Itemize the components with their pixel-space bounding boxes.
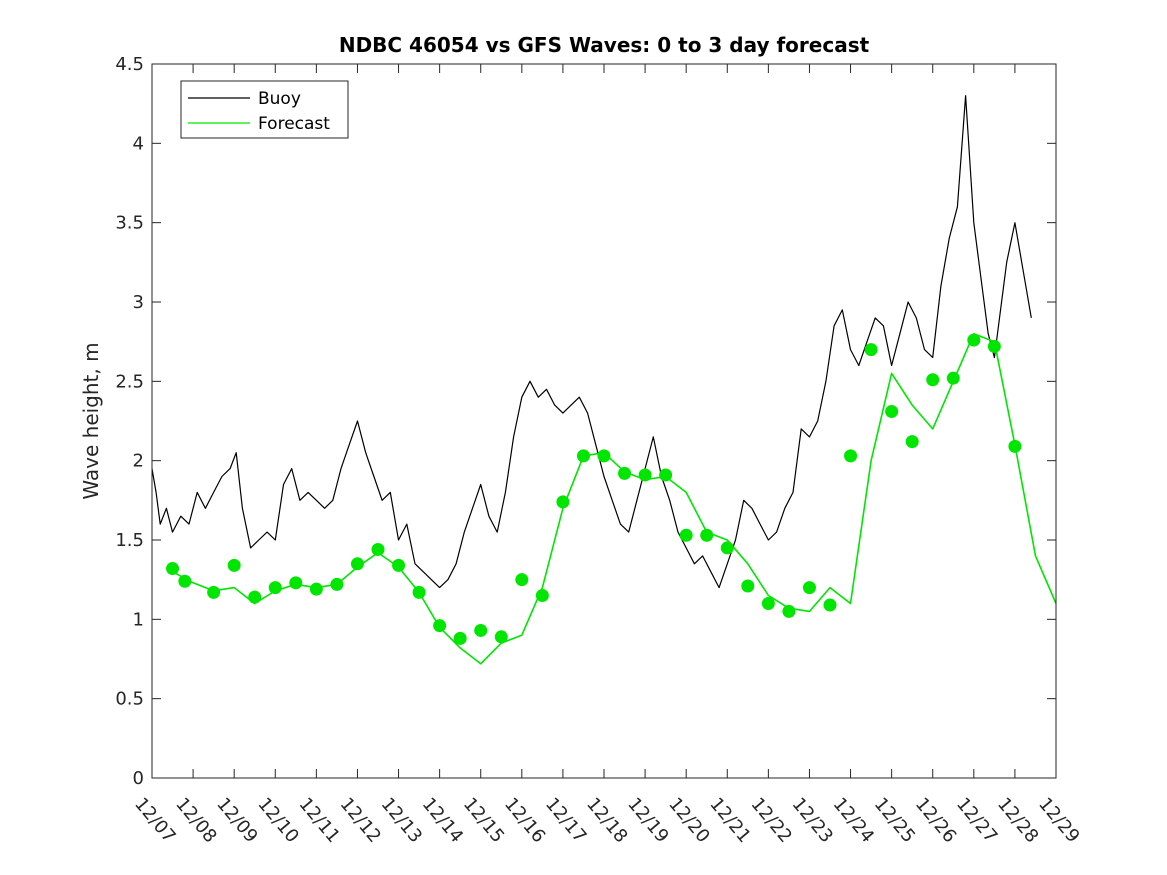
y-tick-label: 4.5 (115, 54, 144, 75)
forecast-marker (350, 557, 364, 571)
y-tick-label: 2.5 (115, 371, 144, 392)
forecast-marker (474, 623, 488, 637)
forecast-marker (926, 373, 940, 387)
y-tick-label: 1 (133, 609, 144, 630)
forecast-marker (967, 333, 981, 347)
y-tick-label: 2 (133, 451, 144, 472)
legend-buoy-label: Buoy (258, 89, 301, 109)
y-tick-label: 3 (133, 292, 144, 313)
forecast-marker (227, 558, 241, 572)
forecast-marker (946, 371, 960, 385)
legend-box (180, 80, 349, 139)
forecast-marker (1008, 439, 1022, 453)
forecast-marker (412, 585, 426, 599)
forecast-marker (371, 543, 385, 557)
forecast-marker (535, 589, 549, 603)
buoy-line (151, 95, 1032, 589)
forecast-marker (330, 577, 344, 591)
forecast-marker (987, 339, 1001, 353)
forecast-marker (392, 558, 406, 572)
y-tick-label: 0.5 (115, 689, 144, 710)
forecast-marker (178, 574, 192, 588)
forecast-marker (844, 449, 858, 463)
forecast-marker (556, 495, 570, 509)
y-tick-label: 3.5 (115, 213, 144, 234)
forecast-marker (289, 576, 303, 590)
forecast-marker (905, 435, 919, 449)
legend-forecast-label: Forecast (258, 114, 330, 134)
forecast-marker (741, 579, 755, 593)
y-tick-label: 0 (133, 768, 144, 789)
forecast-marker (597, 449, 611, 463)
forecast-marker (659, 468, 673, 482)
forecast-marker (248, 590, 262, 604)
forecast-marker (761, 596, 775, 610)
forecast-marker (166, 562, 180, 576)
forecast-marker (679, 528, 693, 542)
plot-area (152, 64, 1056, 778)
forecast-marker (864, 343, 878, 357)
legend: Buoy Forecast (180, 80, 349, 139)
chart-title: NDBC 46054 vs GFS Waves: 0 to 3 day fore… (339, 33, 870, 57)
forecast-marker (309, 582, 323, 596)
forecast-marker (823, 598, 837, 612)
forecast-marker (700, 528, 714, 542)
forecast-marker (494, 630, 508, 644)
forecast-marker (782, 604, 796, 618)
forecast-marker (268, 581, 282, 595)
forecast-marker (618, 466, 632, 480)
forecast-marker (207, 585, 221, 599)
forecast-marker (638, 468, 652, 482)
y-tick-label: 4 (133, 133, 144, 154)
forecast-marker (433, 619, 447, 633)
forecast-marker (576, 449, 590, 463)
forecast-marker (802, 581, 816, 595)
forecast-marker (720, 541, 734, 555)
forecast-marker (885, 404, 899, 418)
y-axis-label: Wave height, m (79, 342, 103, 499)
marker-layer (166, 333, 1022, 645)
forecast-marker (515, 573, 529, 587)
y-tick-label: 1.5 (115, 530, 144, 551)
forecast-marker (453, 631, 467, 645)
